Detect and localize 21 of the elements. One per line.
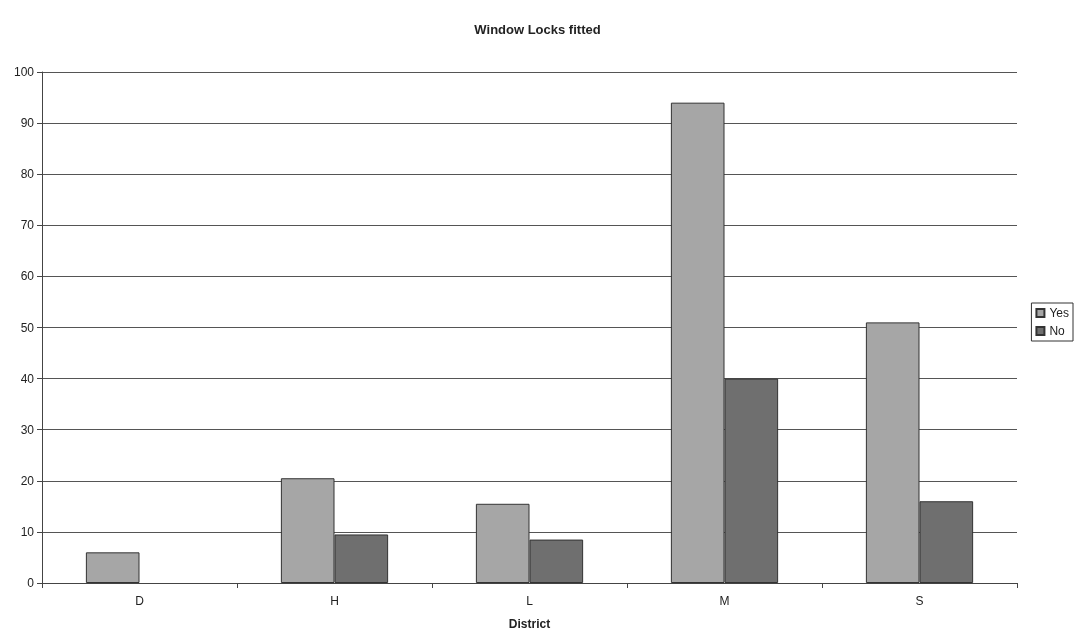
y-tick-label: 100 (13, 65, 35, 79)
y-tick-label: 30 (20, 422, 35, 437)
x-tick-label: S (915, 594, 924, 608)
x-tick-label: H (330, 594, 339, 608)
y-tick-label: 90 (20, 116, 35, 131)
y-tick-label: 50 (20, 320, 35, 335)
y-tick-label: 0 (27, 576, 35, 590)
x-tick-label: L (526, 594, 534, 608)
y-tick-label: 10 (20, 524, 35, 539)
y-tick-label: 60 (20, 269, 35, 284)
x-tick-label: M (719, 594, 730, 608)
x-tick-label: D (135, 594, 145, 608)
y-tick-label: 40 (20, 371, 35, 386)
chart-title: Window Locks fitted (474, 22, 601, 37)
x-axis-title: District (508, 617, 551, 631)
y-tick-label: 80 (20, 167, 35, 182)
y-tick-label: 20 (20, 473, 35, 488)
legend-label: No (1049, 324, 1066, 338)
y-tick-label: 70 (20, 218, 35, 233)
bar (85, 552, 140, 583)
legend-label: Yes (1049, 306, 1069, 320)
